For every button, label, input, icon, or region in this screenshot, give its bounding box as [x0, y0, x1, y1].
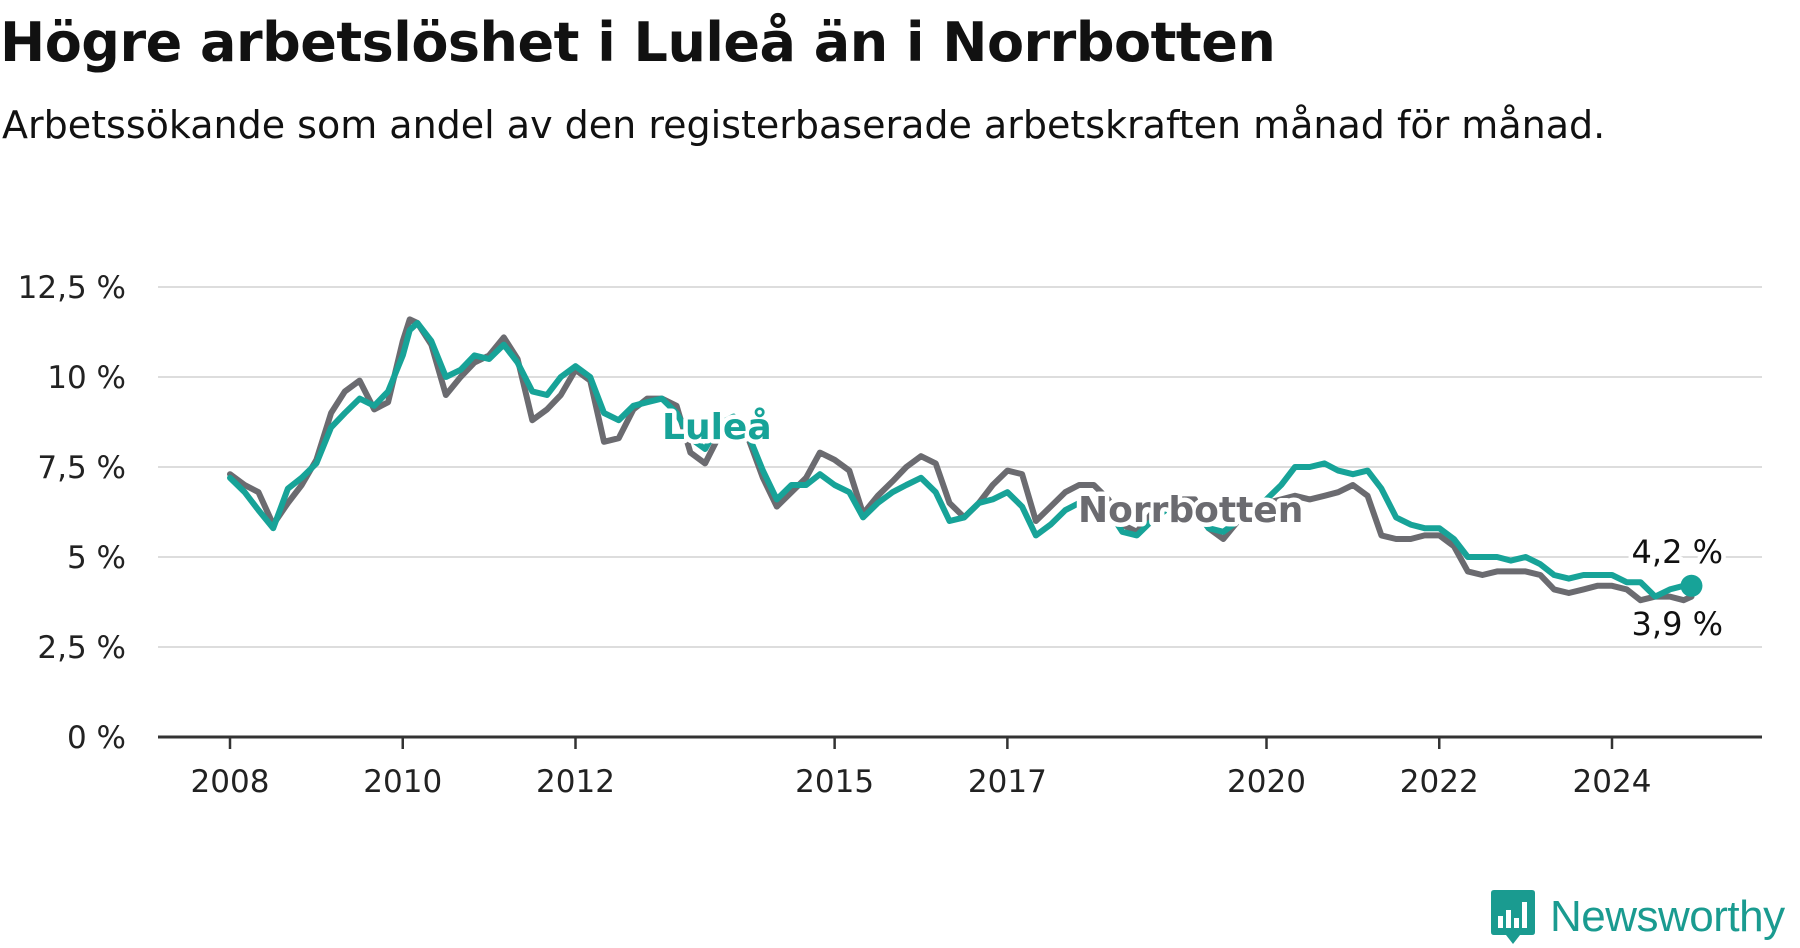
y-tick-label: 2,5 %: [37, 630, 126, 666]
x-tick-label: 2010: [363, 764, 442, 800]
brand-logo: Newsworthy: [1490, 888, 1785, 946]
series-lines: [227, 316, 1703, 604]
end-value-label-lulea: 4,2 %: [1632, 533, 1723, 571]
page-title: Högre arbetslöshet i Luleå än i Norrbott…: [0, 11, 1276, 74]
series-labels: Luleå Norrbotten 4,2 % 3,9 %: [658, 403, 1728, 648]
x-tick-label: 2022: [1400, 764, 1479, 800]
y-tick-label: 5 %: [67, 540, 126, 576]
series-end-marker-lulea: [1680, 574, 1703, 597]
x-tick-label: 2015: [795, 764, 874, 800]
gridlines: [158, 286, 1762, 648]
x-tick-label: 2024: [1573, 764, 1652, 800]
series-line-norrbotten: [227, 316, 1695, 604]
y-tick-label: 10 %: [47, 360, 126, 396]
series-label-norrbotten: Norrbotten: [1078, 490, 1303, 531]
x-axis: 2008 2010 2012 2015 2017 2020 2022 2024: [158, 735, 1762, 800]
series-line-lulea: [227, 320, 1695, 600]
brand-name: Newsworthy: [1550, 892, 1785, 941]
x-tick-label: 2008: [191, 764, 270, 800]
x-tick-label: 2020: [1227, 764, 1306, 800]
y-tick-label: 7,5 %: [37, 450, 126, 486]
series-label-lulea: Luleå: [662, 407, 772, 448]
page-subtitle: Arbetssökande som andel av den registerb…: [2, 103, 1606, 147]
newsworthy-logo-icon: [1491, 890, 1535, 944]
y-axis-tick-labels: 0 % 2,5 % 5 % 7,5 % 10 % 12,5 %: [18, 270, 126, 756]
end-value-label-norrbotten: 3,9 %: [1632, 605, 1723, 643]
x-tick-label: 2017: [968, 764, 1047, 800]
y-tick-label: 12,5 %: [18, 270, 126, 306]
x-tick-label: 2012: [536, 764, 615, 800]
y-tick-label: 0 %: [67, 720, 126, 756]
